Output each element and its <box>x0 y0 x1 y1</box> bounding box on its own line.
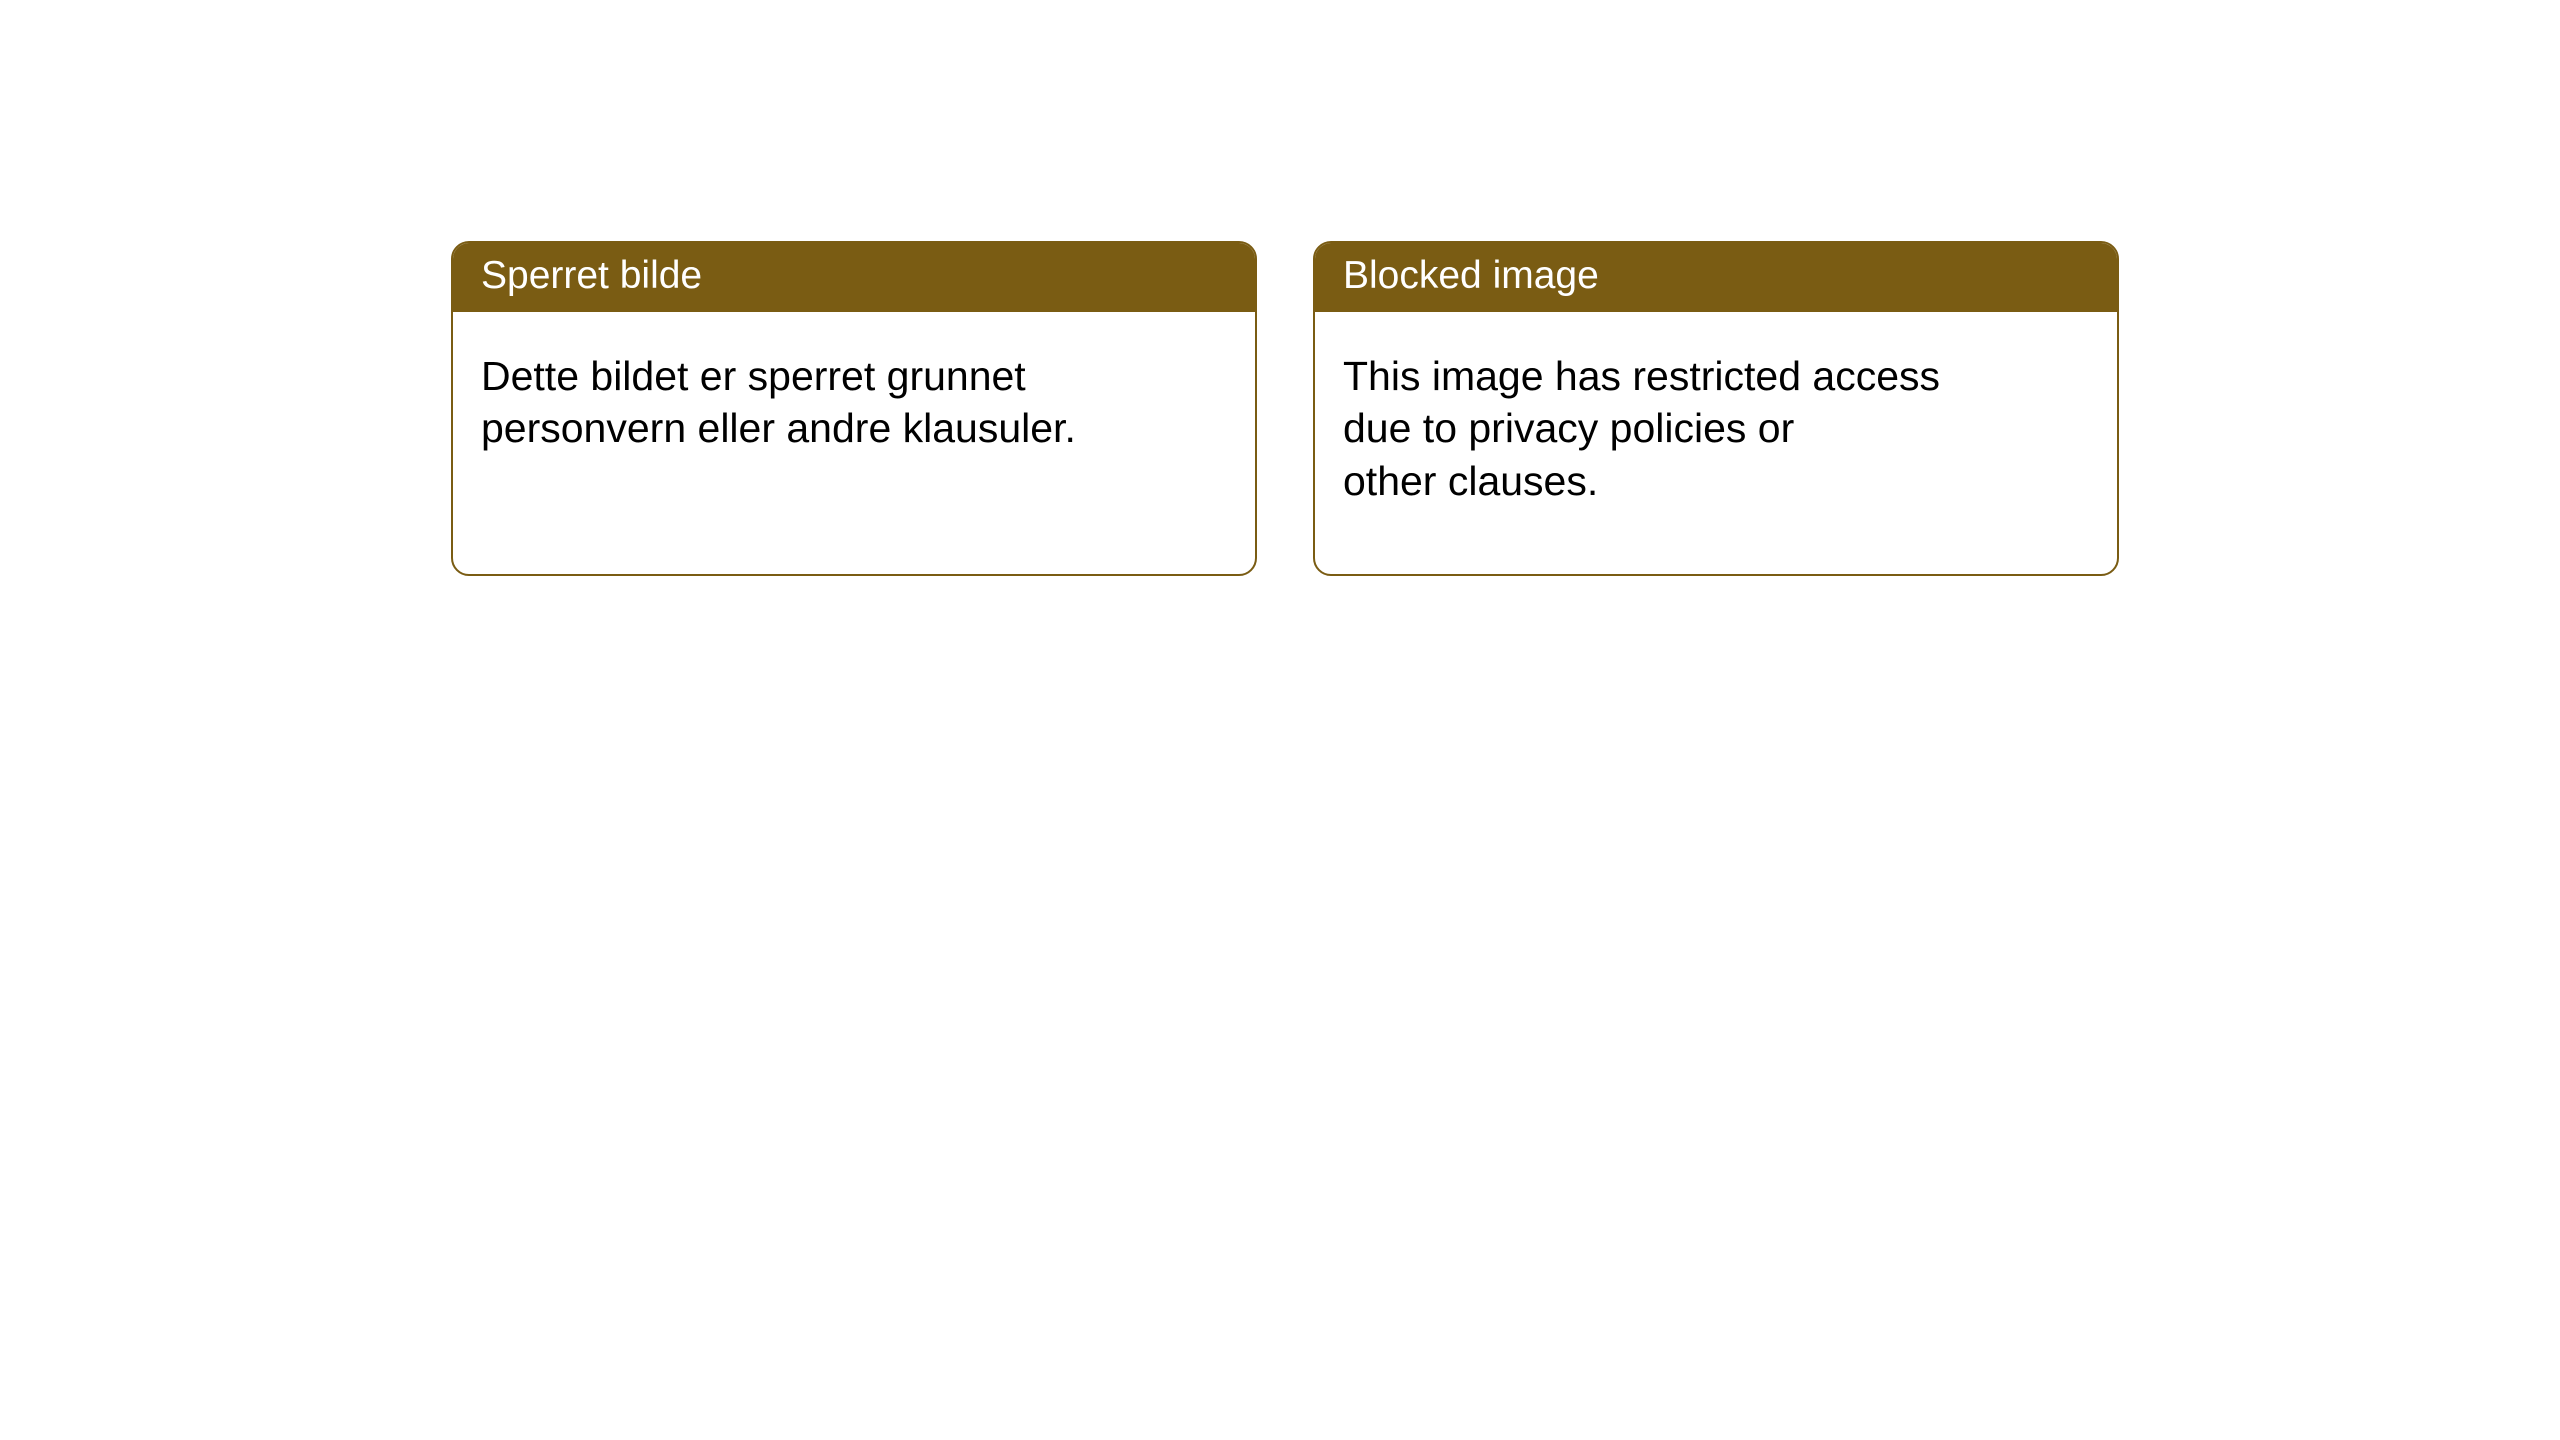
notice-card-english: Blocked image This image has restricted … <box>1313 241 2119 576</box>
notice-header: Sperret bilde <box>453 243 1255 312</box>
notice-header: Blocked image <box>1315 243 2117 312</box>
notice-card-norwegian: Sperret bilde Dette bildet er sperret gr… <box>451 241 1257 576</box>
notice-container: Sperret bilde Dette bildet er sperret gr… <box>0 0 2560 576</box>
notice-body: Dette bildet er sperret grunnet personve… <box>453 312 1173 483</box>
notice-body: This image has restricted access due to … <box>1315 312 2035 535</box>
